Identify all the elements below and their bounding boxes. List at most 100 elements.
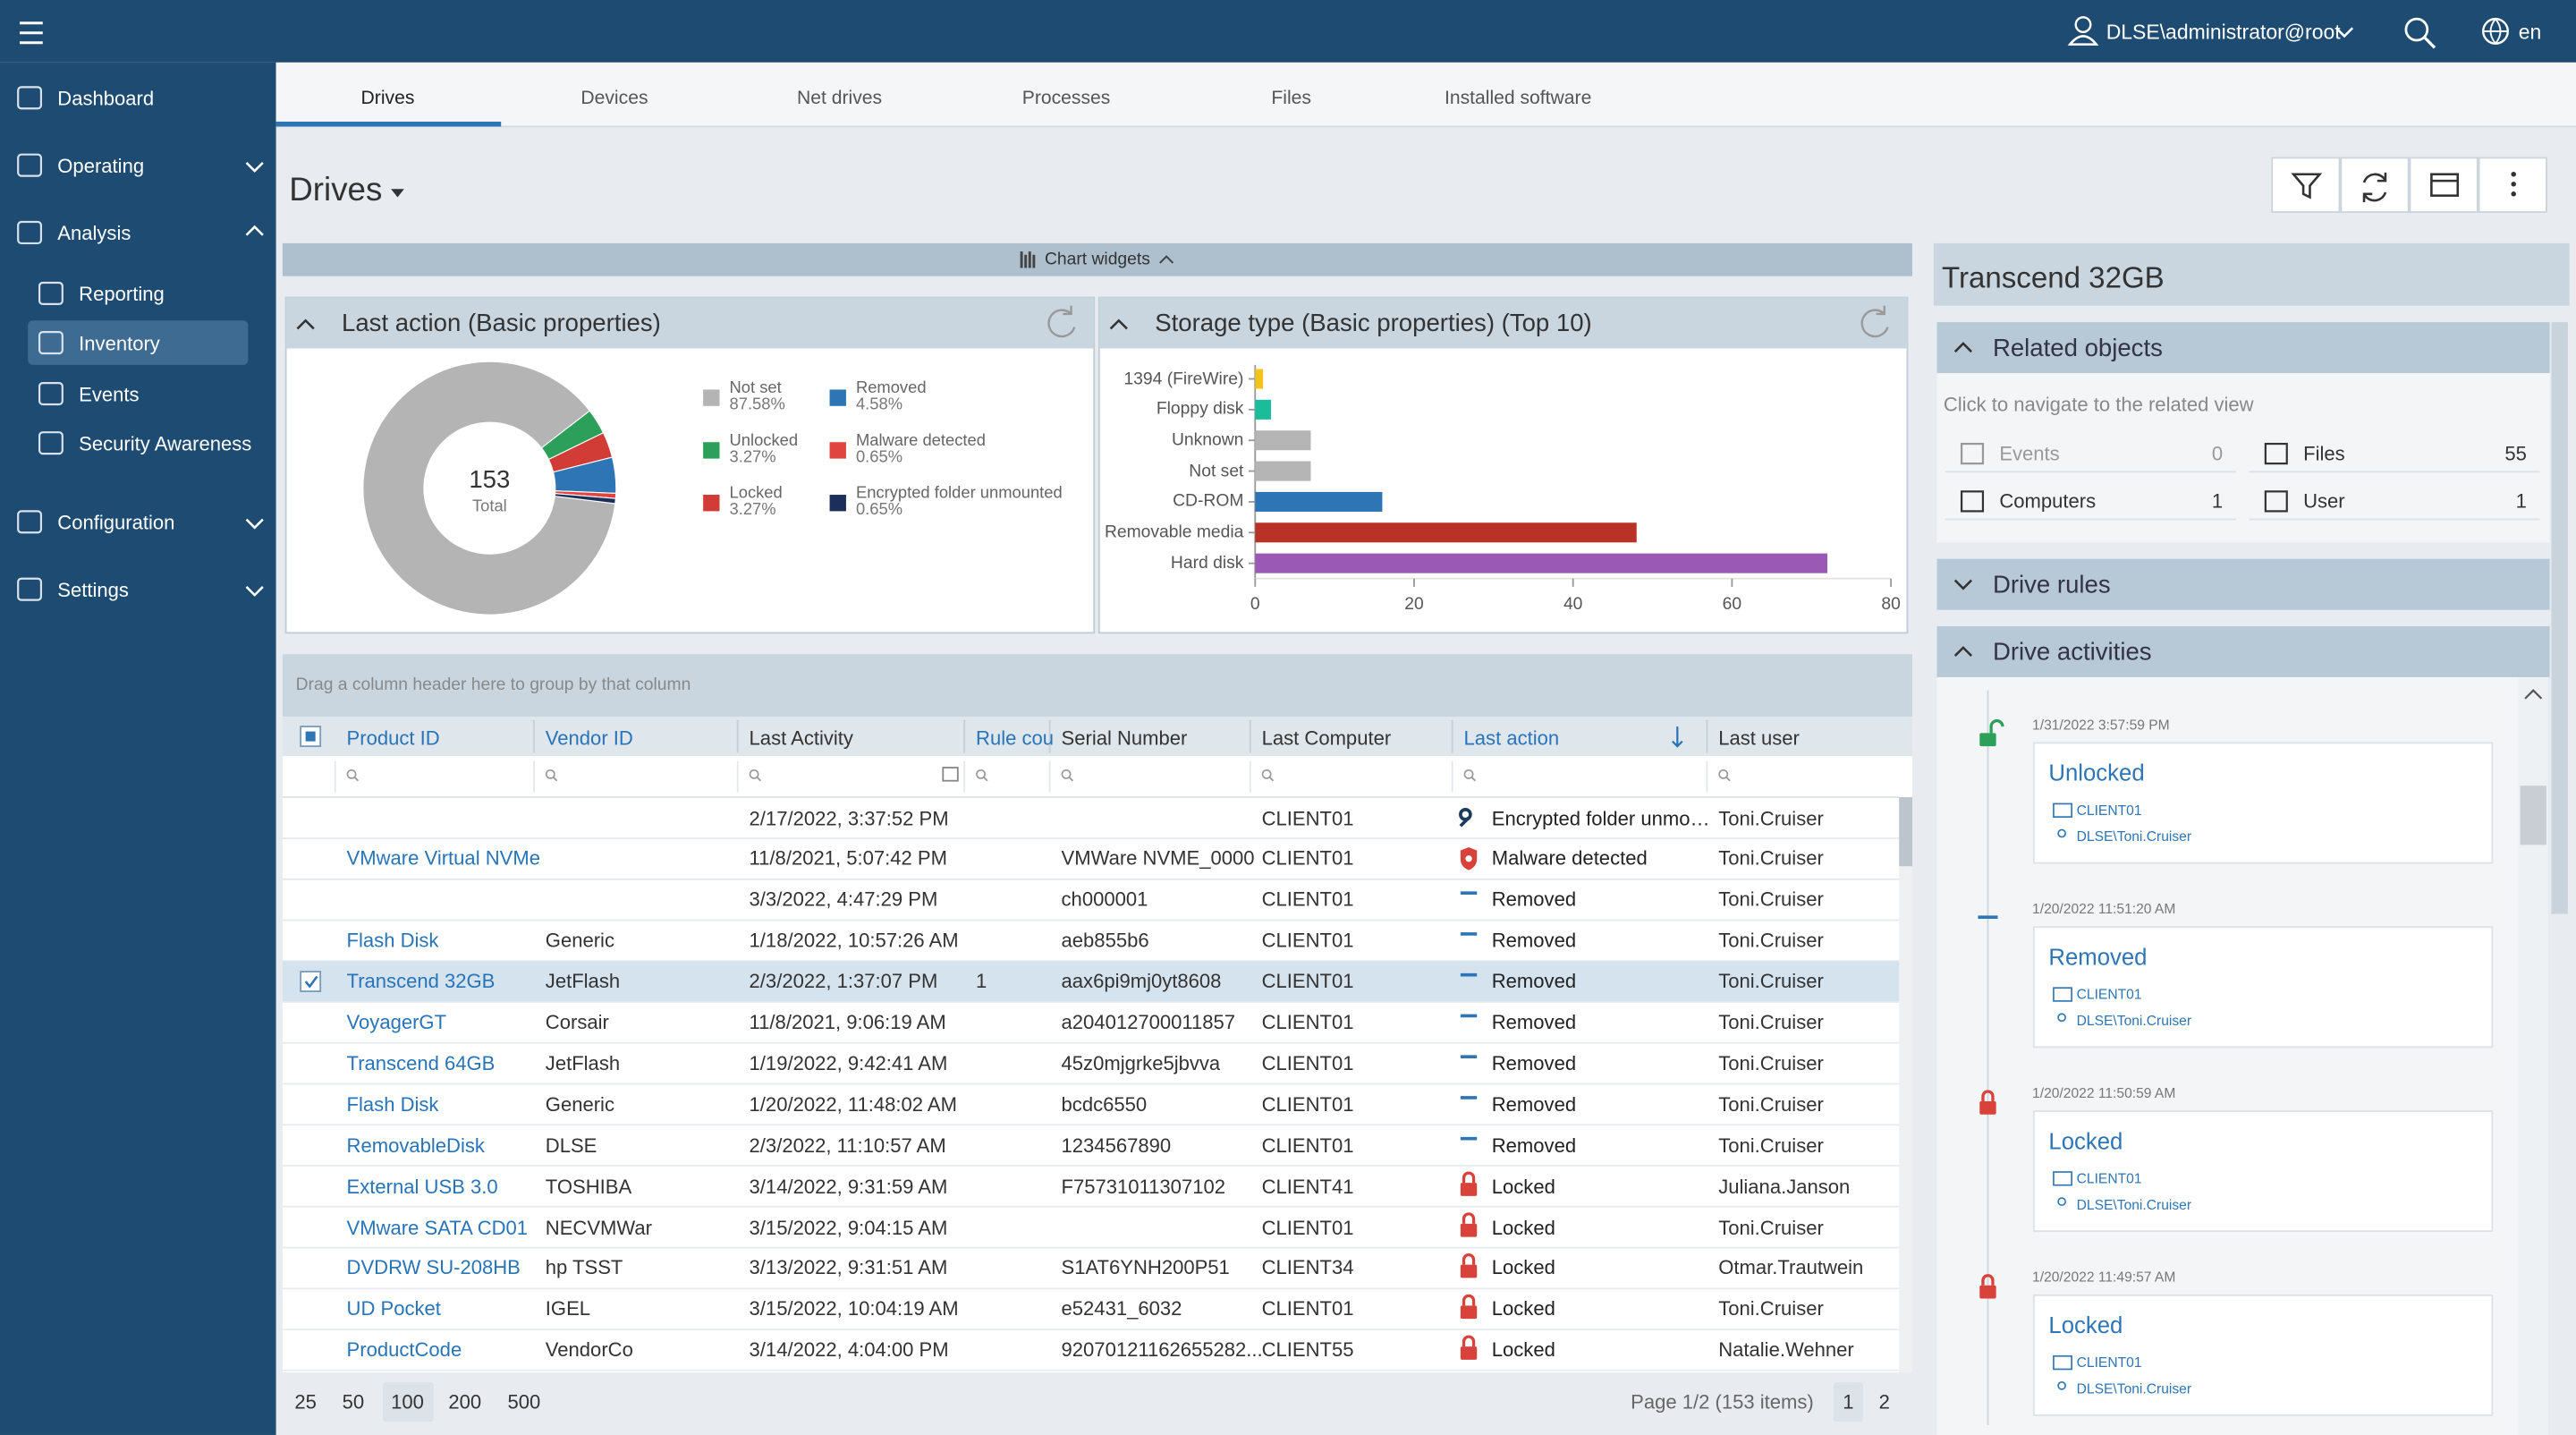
legend-swatch [829, 442, 846, 459]
nav-item[interactable]: Reporting [79, 283, 165, 306]
nav-item[interactable]: Security Awareness [79, 432, 252, 455]
cell: Malware detected [1491, 846, 1648, 870]
activity-computer[interactable]: CLIENT01 [2076, 985, 2142, 1003]
cell: 11/8/2021, 5:07:42 PM [749, 846, 947, 870]
activity-user[interactable]: DLSE\Toni.Cruiser [2076, 1380, 2192, 1397]
chart-icon [1032, 254, 1036, 268]
lock-icon [1989, 719, 2004, 734]
lock-icon [1981, 1090, 1995, 1101]
chevron-icon [245, 586, 264, 597]
search-icon [1463, 768, 1474, 779]
checkbox [305, 731, 316, 742]
dropdown-icon [391, 189, 404, 198]
page-size[interactable]: 25 [294, 1390, 317, 1414]
cell: hp TSST [545, 1256, 623, 1280]
user-icon [2057, 828, 2066, 838]
lock-icon [1462, 1171, 1476, 1184]
activity-action[interactable]: Locked [2048, 1312, 2123, 1338]
activity-time: 1/20/2022 11:50:59 AM [2032, 1084, 2176, 1101]
cell-link[interactable]: RemovableDisk [346, 1134, 485, 1157]
nav-item[interactable]: Inventory [79, 332, 160, 355]
more-icon [2511, 182, 2516, 187]
tab[interactable]: Files [1271, 89, 1311, 109]
tab[interactable]: Processes [1021, 89, 1111, 109]
user-name[interactable]: DLSE\administrator@root [2106, 21, 2341, 45]
column-header[interactable]: Vendor ID [545, 726, 633, 750]
related-link[interactable]: Files [2303, 442, 2345, 465]
page-size[interactable]: 200 [448, 1390, 482, 1414]
nav-icon [38, 331, 64, 355]
column-header[interactable]: Last Computer [1261, 726, 1392, 750]
column-header[interactable]: Rule cou [976, 726, 1055, 750]
checkbox-check [304, 975, 318, 989]
search-icon [1725, 777, 1731, 782]
page-size[interactable]: 50 [342, 1390, 365, 1414]
chart-widgets-toggle[interactable]: Chart widgets [1044, 249, 1150, 269]
cell-link[interactable]: Transcend 64GB [346, 1051, 496, 1075]
activity-time: 1/20/2022 11:49:57 AM [2032, 1268, 2176, 1286]
scrollbar [1899, 797, 1912, 1373]
activity-user[interactable]: DLSE\Toni.Cruiser [2076, 1012, 2192, 1029]
related-link[interactable]: Computers [1999, 489, 2097, 514]
column-header[interactable]: Serial Number [1061, 726, 1188, 750]
page-size[interactable]: 500 [507, 1390, 541, 1414]
chart-icon [1024, 254, 1028, 268]
nav-item[interactable]: Events [79, 383, 140, 406]
page-size-active [382, 1382, 434, 1422]
nav-item[interactable]: Analysis [57, 222, 131, 245]
cell-link[interactable]: DVDRW SU-208HB [346, 1256, 521, 1280]
cell-link[interactable]: ProductCode [346, 1337, 462, 1362]
activity-computer[interactable]: CLIENT01 [2076, 802, 2142, 819]
cell-link[interactable]: UD Pocket [346, 1297, 441, 1320]
toolbar-button [2340, 157, 2410, 213]
tab[interactable]: Net drives [797, 89, 883, 109]
cell-link[interactable]: Flash Disk [346, 1092, 439, 1117]
cell: 1/20/2022, 11:48:02 AM [749, 1092, 957, 1117]
cell: 1 [976, 970, 987, 993]
activity-computer[interactable]: CLIENT01 [2076, 1354, 2142, 1371]
activity-computer[interactable]: CLIENT01 [2076, 1169, 2142, 1187]
activity-action[interactable]: Unlocked [2048, 759, 2145, 786]
activity-user[interactable]: DLSE\Toni.Cruiser [2076, 1196, 2192, 1213]
nav-item[interactable]: Dashboard [57, 87, 155, 111]
column-header[interactable]: Last user [1718, 726, 1800, 750]
top-bar [0, 0, 2576, 63]
cell-link[interactable]: Transcend 32GB [346, 970, 496, 993]
cell: Toni.Cruiser [1718, 806, 1824, 829]
cell-link[interactable]: Flash Disk [346, 929, 439, 953]
related-icon [2264, 442, 2288, 465]
nav-item[interactable]: Operating [57, 154, 145, 178]
related-link[interactable]: Events [1999, 442, 2060, 465]
activity-user[interactable]: DLSE\Toni.Cruiser [2076, 828, 2192, 845]
tab[interactable]: Installed software [1444, 89, 1592, 109]
page-number[interactable]: 1 [1843, 1390, 1854, 1414]
column-header[interactable]: Product ID [346, 726, 440, 750]
scrollbar-thumb [1899, 797, 1912, 867]
lock-icon [1462, 1253, 1476, 1265]
section-title[interactable]: Drive activities [1992, 638, 2152, 667]
activity-action[interactable]: Locked [2048, 1127, 2123, 1154]
page-size[interactable]: 100 [391, 1390, 424, 1414]
y-tick-label: CD-ROM [1173, 491, 1244, 512]
nav-item[interactable]: Configuration [57, 511, 175, 535]
nav-item[interactable]: Settings [57, 578, 129, 602]
cell-link[interactable]: External USB 3.0 [346, 1174, 498, 1198]
section-title[interactable]: Related objects [1992, 334, 2163, 363]
more-icon [2511, 171, 2516, 177]
related-link[interactable]: User [2303, 489, 2345, 514]
column-header[interactable]: Last Activity [749, 726, 853, 750]
cell: Toni.Cruiser [1718, 929, 1824, 953]
search-icon [749, 768, 759, 779]
page-active [1833, 1382, 1863, 1422]
cell-link[interactable]: VoyagerGT [346, 1010, 447, 1034]
cell-link[interactable]: VMware SATA CD01 [346, 1215, 529, 1239]
section-title[interactable]: Drive rules [1992, 571, 2111, 599]
column-header[interactable]: Last action [1463, 726, 1560, 750]
lock-icon [1979, 733, 1996, 747]
activity-action[interactable]: Removed [2048, 943, 2148, 971]
page-number[interactable]: 2 [1878, 1390, 1890, 1414]
language[interactable]: en [2518, 21, 2542, 45]
tab[interactable]: Drives [360, 89, 415, 109]
tab[interactable]: Devices [580, 89, 648, 109]
cell-link[interactable]: VMware Virtual NVMe [346, 846, 540, 870]
